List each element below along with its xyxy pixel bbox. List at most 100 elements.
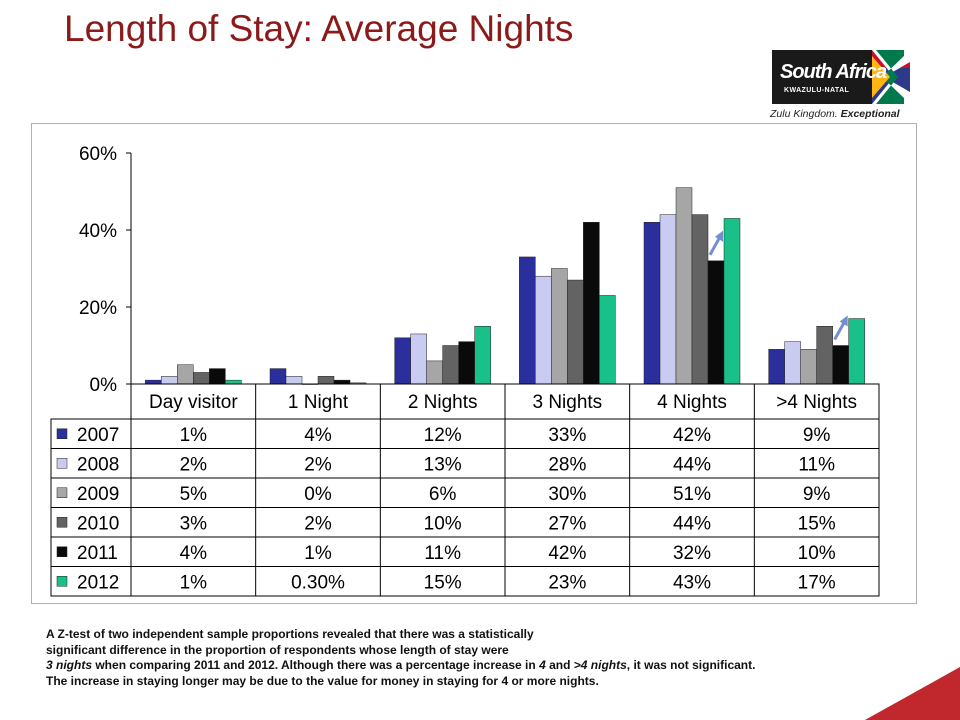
bar-2010-2 <box>442 345 459 385</box>
legend-swatch-2010 <box>56 517 68 528</box>
data-label: 27% <box>548 513 586 534</box>
legend-swatch-2009 <box>56 487 68 498</box>
footnote-line-4: The increase in staying longer may be du… <box>46 673 599 688</box>
data-label: 1% <box>180 572 208 593</box>
y-tick-label: 60% <box>79 144 117 165</box>
data-label: 0.30% <box>291 572 345 593</box>
data-label: 1% <box>180 425 208 446</box>
data-label: 2% <box>180 454 208 475</box>
data-label: 42% <box>673 425 711 446</box>
legend-label-2007: 2007 <box>77 425 119 446</box>
page-title: Length of Stay: Average Nights <box>64 8 574 49</box>
data-label: 4% <box>180 543 208 564</box>
bar-2011-2 <box>458 341 475 385</box>
data-label: 5% <box>180 484 208 505</box>
legend-swatch-2008 <box>56 458 68 469</box>
data-label: 43% <box>673 572 711 593</box>
bar-2010-3 <box>567 279 584 385</box>
data-label: 10% <box>798 543 836 564</box>
footnote-line-1: A Z-test of two independent sample propo… <box>46 627 534 641</box>
bar-2007-4 <box>643 222 661 385</box>
data-label: 33% <box>548 425 586 446</box>
increase-arrow-icon <box>708 236 722 256</box>
y-tick-label: 20% <box>79 298 117 319</box>
category-label: 4 Nights <box>657 392 727 413</box>
bar-2012-3 <box>599 295 616 385</box>
legend-label-2008: 2008 <box>77 454 119 475</box>
data-label: 9% <box>803 425 831 446</box>
data-label: 2% <box>304 513 332 534</box>
table-row-2012 <box>50 566 880 597</box>
legend-swatch-2011 <box>56 546 68 557</box>
footnote: A Z-test of two independent sample propo… <box>46 627 926 689</box>
bar-2008-2 <box>410 333 427 385</box>
bar-2007-0 <box>145 379 162 385</box>
data-label: 11% <box>424 543 461 564</box>
bar-2008-4 <box>659 214 677 385</box>
data-label: 44% <box>673 454 711 475</box>
bar-2007-2 <box>394 337 411 385</box>
data-label: 2% <box>304 454 332 475</box>
bar-2009-3 <box>551 268 568 385</box>
bar-2012-4 <box>723 218 741 385</box>
data-label: 13% <box>424 454 462 475</box>
legend-label-2010: 2010 <box>77 513 119 534</box>
bar-2011-0 <box>209 368 226 385</box>
data-label: 15% <box>798 513 836 534</box>
corner-accent <box>865 667 960 720</box>
increase-arrow-icon <box>833 320 846 341</box>
bar-2008-0 <box>161 376 178 385</box>
y-tick-label: 40% <box>79 221 117 242</box>
category-label: 3 Nights <box>532 392 602 413</box>
data-label: 15% <box>424 572 462 593</box>
data-label: 42% <box>548 543 586 564</box>
footnote-line-3: 3 nights when comparing 2011 and 2012. A… <box>46 658 756 672</box>
category-label: 2 Nights <box>408 392 478 413</box>
bar-2010-5 <box>816 326 833 385</box>
legend-swatch-2012 <box>56 576 68 587</box>
category-label: Day visitor <box>149 392 238 413</box>
data-label: 3% <box>180 513 208 534</box>
bar-2012-0 <box>225 379 242 385</box>
bar-2012-5 <box>848 318 865 385</box>
bar-2011-5 <box>832 345 849 385</box>
data-label: 32% <box>673 543 711 564</box>
data-label: 17% <box>798 572 836 593</box>
increase-arrow-head-icon <box>839 315 848 327</box>
logo-tagline: Zulu Kingdom. Exceptional <box>770 108 900 120</box>
chart-frame <box>31 123 917 604</box>
legend-label-2009: 2009 <box>77 484 119 505</box>
category-label: >4 Nights <box>776 392 857 413</box>
bar-2012-2 <box>474 326 491 385</box>
category-label: 1 Night <box>288 392 349 413</box>
data-label: 11% <box>798 454 835 475</box>
y-tick-label: 0% <box>90 375 118 396</box>
tourism-logo: South Africa KWAZULU-NATAL Zulu Kingdom.… <box>770 50 912 122</box>
data-label: 10% <box>424 513 462 534</box>
bar-2009-5 <box>800 349 817 385</box>
bar-2011-1 <box>333 379 351 385</box>
data-label: 12% <box>424 425 462 446</box>
flag-graphic <box>772 50 910 104</box>
bar-2009-4 <box>675 187 693 385</box>
bar-2011-4 <box>707 260 725 385</box>
data-label: 30% <box>548 484 586 505</box>
bar-2011-3 <box>583 222 600 385</box>
data-label: 0% <box>304 484 332 505</box>
bar-2008-3 <box>535 275 552 385</box>
data-label: 51% <box>673 484 711 505</box>
legend-label-2011: 2011 <box>77 543 118 564</box>
bar-2009-2 <box>426 360 443 385</box>
legend-label-2012: 2012 <box>77 572 119 593</box>
bar-2010-4 <box>691 214 709 385</box>
bar-2008-5 <box>784 341 801 385</box>
legend-swatch-2007 <box>56 428 68 439</box>
data-label: 23% <box>548 572 586 593</box>
bar-2008-1 <box>285 376 303 385</box>
data-label: 6% <box>429 484 457 505</box>
bar-2007-5 <box>768 349 785 385</box>
logo-wordmark: South Africa <box>780 61 887 83</box>
data-label: 4% <box>304 425 332 446</box>
bar-2007-3 <box>519 256 536 385</box>
